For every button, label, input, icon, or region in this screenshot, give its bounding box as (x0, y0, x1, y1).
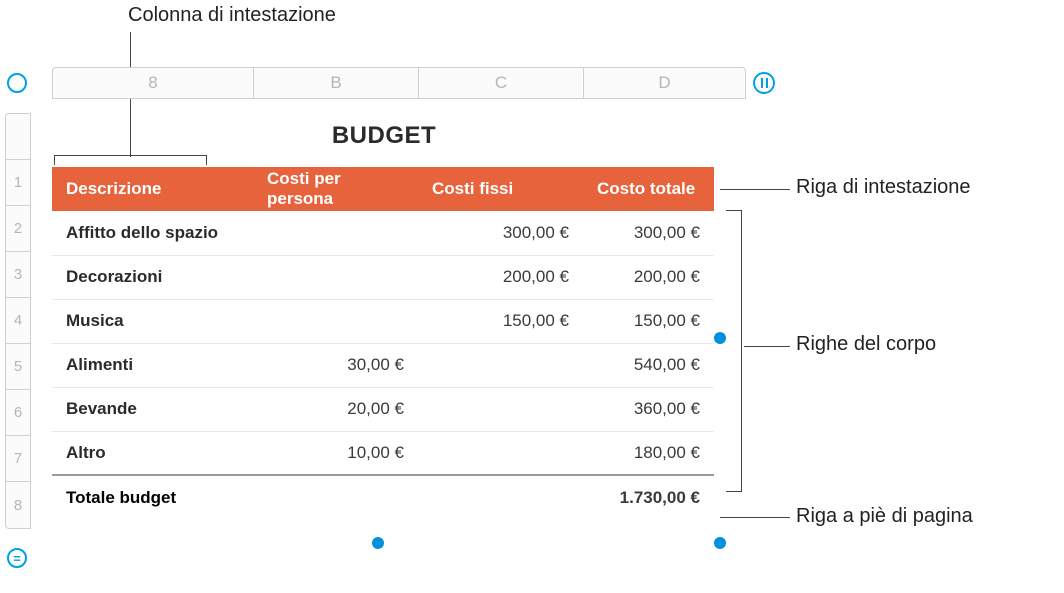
cell-fix[interactable]: 200,00 € (418, 255, 583, 299)
cell-desc[interactable]: Alimenti (52, 343, 253, 387)
cell-desc[interactable]: Affitto dello spazio (52, 211, 253, 255)
cell-desc[interactable]: Altro (52, 431, 253, 475)
th-per-person[interactable]: Costi per persona (253, 167, 418, 211)
footer-total[interactable]: 1.730,00 € (583, 475, 714, 519)
row-header-5[interactable]: 5 (6, 344, 30, 390)
cell-fix[interactable]: 300,00 € (418, 211, 583, 255)
callout-line (54, 155, 55, 165)
table-row[interactable]: Bevande 20,00 € 360,00 € (52, 387, 714, 431)
callout-line (720, 517, 790, 518)
cell-per[interactable]: 10,00 € (253, 431, 418, 475)
callout-header-row: Riga di intestazione (796, 176, 971, 199)
callout-line (206, 155, 207, 165)
footer-empty[interactable] (253, 475, 418, 519)
row-header-8[interactable]: 8 (6, 482, 30, 528)
cell-fix[interactable] (418, 343, 583, 387)
resize-handle[interactable] (714, 537, 726, 549)
th-total[interactable]: Costo totale (583, 167, 714, 211)
cell-tot[interactable]: 200,00 € (583, 255, 714, 299)
cell-fix[interactable]: 150,00 € (418, 299, 583, 343)
cell-desc[interactable]: Decorazioni (52, 255, 253, 299)
callout-header-column: Colonna di intestazione (128, 4, 336, 27)
column-header-b[interactable]: B (254, 68, 419, 98)
row-header-3[interactable]: 3 (6, 252, 30, 298)
callout-line (720, 189, 790, 190)
row-header-title[interactable] (6, 114, 30, 160)
row-ruler[interactable]: 1 2 3 4 5 6 7 8 (5, 113, 31, 529)
cell-desc[interactable]: Musica (52, 299, 253, 343)
callout-bracket (726, 210, 746, 490)
table-header-row[interactable]: Descrizione Costi per persona Costi fiss… (52, 167, 714, 211)
column-header-d[interactable]: D (584, 68, 745, 98)
cell-fix[interactable] (418, 387, 583, 431)
table-row[interactable]: Musica 150,00 € 150,00 € (52, 299, 714, 343)
callout-line (54, 155, 207, 156)
footer-label[interactable]: Totale budget (52, 475, 253, 519)
cell-per[interactable] (253, 299, 418, 343)
column-ruler[interactable]: 8 B C D (52, 67, 746, 99)
row-header-6[interactable]: 6 (6, 390, 30, 436)
cell-desc[interactable]: Bevande (52, 387, 253, 431)
column-header-c[interactable]: C (419, 68, 584, 98)
th-description[interactable]: Descrizione (52, 167, 253, 211)
row-header-7[interactable]: 7 (6, 436, 30, 482)
th-fixed[interactable]: Costi fissi (418, 167, 583, 211)
callout-body-rows: Righe del corpo (796, 333, 936, 356)
select-all-handle[interactable] (7, 73, 27, 93)
budget-table[interactable]: Descrizione Costi per persona Costi fiss… (52, 167, 714, 519)
cell-tot[interactable]: 300,00 € (583, 211, 714, 255)
rows-handle-icon[interactable]: = (7, 548, 27, 568)
table-title[interactable]: BUDGET (54, 122, 714, 150)
callout-footer-row: Riga a piè di pagina (796, 505, 973, 528)
table-row[interactable]: Decorazioni 200,00 € 200,00 € (52, 255, 714, 299)
row-header-2[interactable]: 2 (6, 206, 30, 252)
footer-empty[interactable] (418, 475, 583, 519)
cell-tot[interactable]: 180,00 € (583, 431, 714, 475)
cell-per[interactable] (253, 255, 418, 299)
table-row[interactable]: Altro 10,00 € 180,00 € (52, 431, 714, 475)
resize-handle[interactable] (372, 537, 384, 549)
column-header-a[interactable]: 8 (53, 68, 254, 98)
table-footer-row[interactable]: Totale budget 1.730,00 € (52, 475, 714, 519)
table-row[interactable]: Affitto dello spazio 300,00 € 300,00 € (52, 211, 714, 255)
cell-per[interactable]: 20,00 € (253, 387, 418, 431)
columns-handle-icon[interactable] (753, 72, 775, 94)
row-header-1[interactable]: 1 (6, 160, 30, 206)
resize-handle[interactable] (714, 332, 726, 344)
table-row[interactable]: Alimenti 30,00 € 540,00 € (52, 343, 714, 387)
cell-per[interactable] (253, 211, 418, 255)
cell-tot[interactable]: 360,00 € (583, 387, 714, 431)
cell-fix[interactable] (418, 431, 583, 475)
callout-line (744, 346, 790, 347)
cell-tot[interactable]: 150,00 € (583, 299, 714, 343)
cell-per[interactable]: 30,00 € (253, 343, 418, 387)
row-header-4[interactable]: 4 (6, 298, 30, 344)
cell-tot[interactable]: 540,00 € (583, 343, 714, 387)
